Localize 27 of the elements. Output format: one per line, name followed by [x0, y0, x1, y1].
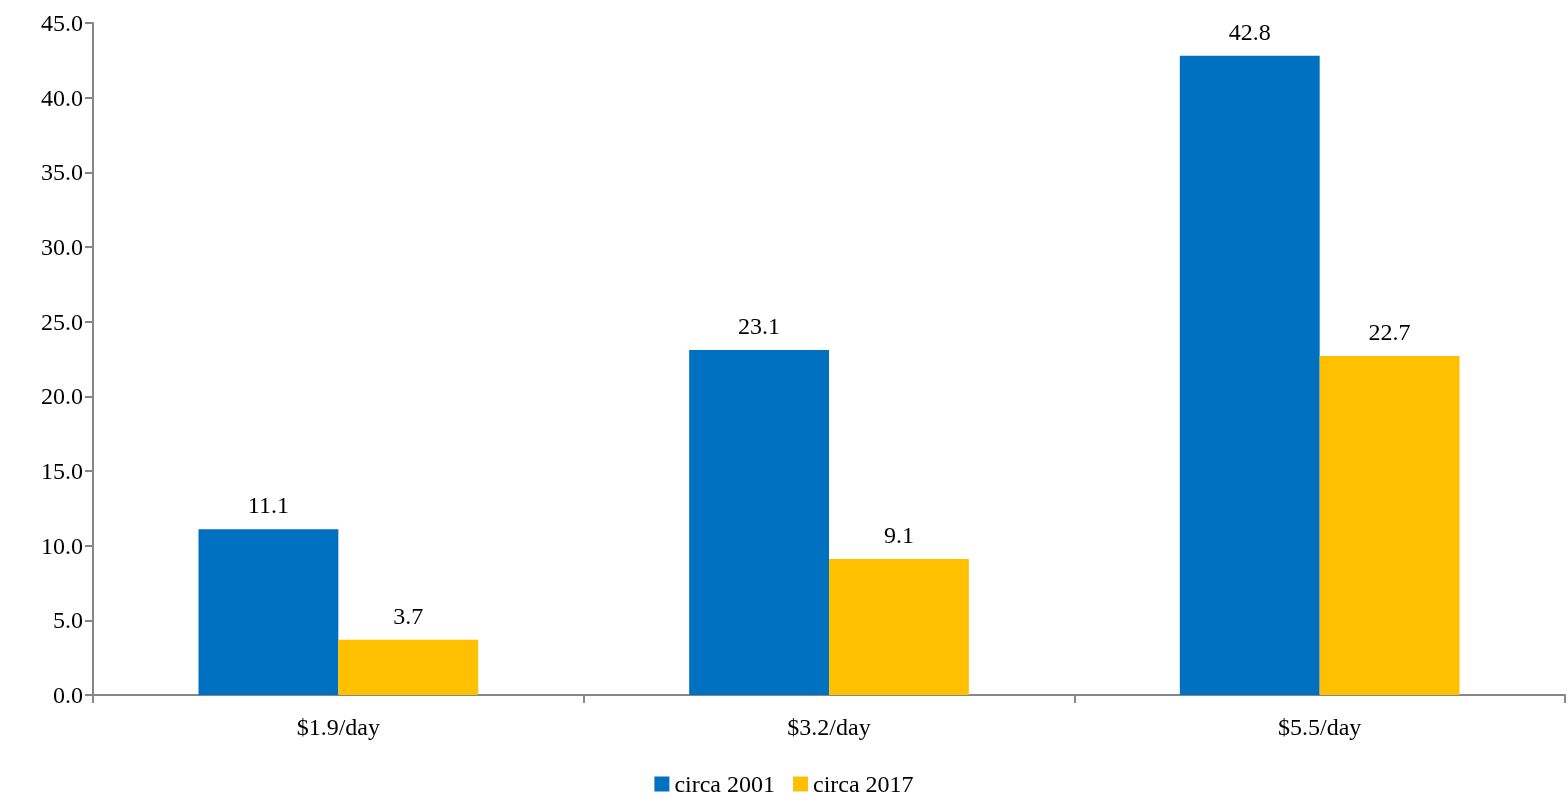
bar — [829, 559, 969, 695]
y-tick-label: 25.0 — [41, 308, 83, 335]
y-tick-label: 10.0 — [41, 532, 83, 559]
bar — [1179, 55, 1320, 695]
data-label: 42.8 — [1228, 18, 1271, 45]
y-tick-label: 30.0 — [41, 234, 83, 260]
y-tick-label: 20.0 — [41, 383, 83, 410]
bar — [1319, 356, 1460, 695]
x-tick-label: $5.5/day — [1278, 714, 1362, 740]
y-tick-label: 40.0 — [41, 84, 83, 111]
x-tick-label: $3.2/day — [787, 714, 871, 740]
y-tick-label: 35.0 — [41, 159, 83, 186]
legend-label: circa 2017 — [813, 771, 914, 797]
bar — [198, 529, 339, 695]
bar — [338, 639, 479, 695]
data-label: 9.1 — [883, 522, 914, 549]
y-tick-label: 5.0 — [53, 607, 83, 634]
legend-label: circa 2001 — [674, 771, 776, 797]
y-tick-label: 0.0 — [53, 682, 83, 708]
bar — [689, 350, 829, 695]
data-label: 22.7 — [1368, 319, 1411, 346]
data-label: 23.1 — [738, 313, 781, 340]
y-tick-label: 45.0 — [41, 10, 83, 36]
x-tick-label: $1.9/day — [296, 714, 380, 740]
data-label: 3.7 — [393, 602, 424, 629]
data-label: 11.1 — [247, 492, 289, 519]
y-tick-label: 15.0 — [41, 458, 83, 484]
